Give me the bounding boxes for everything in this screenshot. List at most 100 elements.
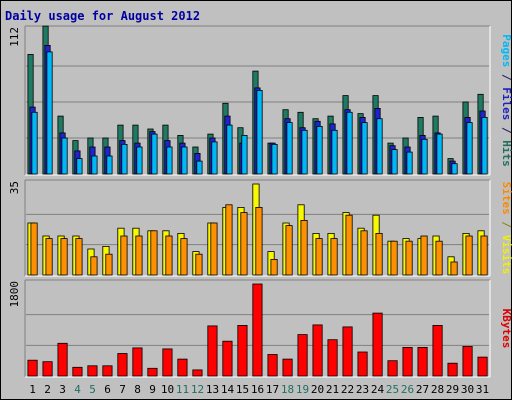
bar-sites-day-19 <box>300 219 308 276</box>
x-tick-day-20: 20 <box>311 383 324 396</box>
bar-sites-day-1 <box>30 222 38 276</box>
x-tick-day-19: 19 <box>296 383 309 396</box>
bar-kbytes-day-13 <box>207 325 218 377</box>
bar-kbytes-day-26 <box>402 346 413 377</box>
x-axis-labels: 1 2 3 4 5 6 7 8 9 10 11 12 13 14 15 16 17 18 19 20 21 22 23 24 2… <box>29 383 489 396</box>
bar-sites-day-24 <box>375 232 383 276</box>
bar-sites-day-9 <box>150 230 158 276</box>
bar-pages-day-15 <box>241 134 248 175</box>
bar-sites-day-8 <box>135 235 143 276</box>
bar-sites-day-11 <box>180 238 188 276</box>
bar-sites-day-21 <box>330 238 338 276</box>
x-tick-day-15: 15 <box>236 383 249 396</box>
x-tick-day-4: 4 <box>74 383 81 396</box>
bar-kbytes-day-4 <box>72 366 83 377</box>
x-tick-day-12: 12 <box>191 383 204 396</box>
bar-kbytes-day-19 <box>297 334 308 377</box>
bar-pages-day-31 <box>481 117 488 175</box>
bar-sites-day-6 <box>105 253 113 276</box>
bar-kbytes-day-2 <box>42 361 53 377</box>
bar-sites-day-7 <box>120 235 128 276</box>
bar-pages-day-14 <box>226 124 233 175</box>
x-tick-day-5: 5 <box>89 383 96 396</box>
bar-pages-day-2 <box>46 51 53 175</box>
bar-sites-day-23 <box>360 230 368 276</box>
legend-part: Sites <box>500 182 512 215</box>
bar-kbytes-day-3 <box>57 342 68 377</box>
bar-pages-day-25 <box>391 149 398 175</box>
bar-kbytes-day-29 <box>447 362 458 377</box>
y-max-label: 112 <box>8 27 21 47</box>
x-tick-day-1: 1 <box>29 383 36 396</box>
bar-sites-day-12 <box>195 253 203 276</box>
bar-pages-day-1 <box>31 111 38 175</box>
y-max-label: 1800 <box>8 281 21 308</box>
bar-pages-day-19 <box>301 129 308 175</box>
bar-kbytes-day-20 <box>312 324 323 377</box>
bar-pages-day-17 <box>271 143 278 175</box>
bar-sites-day-20 <box>315 238 323 276</box>
legend-part: Hits <box>500 140 512 167</box>
bar-pages-day-18 <box>286 122 293 175</box>
x-tick-day-7: 7 <box>119 383 126 396</box>
bar-kbytes-day-8 <box>132 347 143 377</box>
series-legend: Sites / Visits <box>500 182 512 275</box>
bar-pages-day-22 <box>346 111 353 175</box>
bar-pages-day-4 <box>76 158 83 175</box>
legend-part: / <box>500 67 512 87</box>
bar-kbytes-day-7 <box>117 353 128 377</box>
x-tick-day-3: 3 <box>59 383 66 396</box>
panel-top: 112 Pages / Files / Hits <box>8 25 512 176</box>
bar-kbytes-day-18 <box>282 358 293 377</box>
legend-part: / <box>500 120 512 140</box>
x-tick-day-18: 18 <box>281 383 294 396</box>
x-tick-day-25: 25 <box>386 383 399 396</box>
x-tick-day-2: 2 <box>44 383 51 396</box>
y-max-label: 35 <box>8 181 21 194</box>
bar-pages-day-13 <box>211 141 218 175</box>
bar-kbytes-day-15 <box>237 324 248 377</box>
x-tick-day-24: 24 <box>371 383 385 396</box>
bar-kbytes-day-24 <box>372 312 383 377</box>
bar-kbytes-day-28 <box>432 324 443 377</box>
legend-part: Files <box>500 87 512 120</box>
bar-pages-day-21 <box>331 129 338 175</box>
bar-pages-day-9 <box>151 133 158 175</box>
legend-part: Pages <box>500 34 512 67</box>
bar-kbytes-day-12 <box>192 369 203 377</box>
bar-pages-day-23 <box>361 122 368 175</box>
bar-sites-day-27 <box>420 235 428 276</box>
bar-pages-day-30 <box>466 122 473 175</box>
legend-part: KBytes <box>500 309 512 349</box>
x-tick-day-6: 6 <box>104 383 111 396</box>
bar-pages-day-12 <box>196 160 203 175</box>
bar-sites-day-15 <box>240 212 248 276</box>
bar-kbytes-day-1 <box>27 359 38 377</box>
bar-pages-day-27 <box>421 138 428 175</box>
x-tick-day-28: 28 <box>431 383 444 396</box>
x-tick-day-9: 9 <box>149 383 156 396</box>
bar-kbytes-day-6 <box>102 365 113 377</box>
bar-pages-day-11 <box>181 146 188 175</box>
x-tick-day-26: 26 <box>401 383 414 396</box>
bar-kbytes-day-10 <box>162 348 173 377</box>
x-tick-day-22: 22 <box>341 383 354 396</box>
bar-pages-day-16 <box>256 90 263 175</box>
bar-kbytes-day-23 <box>357 351 368 377</box>
bar-pages-day-24 <box>376 118 383 175</box>
bar-kbytes-day-16 <box>252 283 263 377</box>
bar-sites-day-3 <box>60 238 68 276</box>
bar-kbytes-day-25 <box>387 360 398 377</box>
bar-pages-day-6 <box>106 155 113 175</box>
bar-sites-day-18 <box>285 225 293 276</box>
legend-part: / <box>500 215 512 235</box>
x-tick-day-27: 27 <box>416 383 429 396</box>
bar-sites-day-16 <box>255 206 263 276</box>
bar-pages-day-10 <box>166 146 173 175</box>
bar-sites-day-26 <box>405 240 413 276</box>
bar-pages-day-8 <box>136 146 143 175</box>
bar-kbytes-day-17 <box>267 354 278 377</box>
x-tick-day-11: 11 <box>176 383 189 396</box>
x-tick-day-16: 16 <box>251 383 264 396</box>
x-tick-day-31: 31 <box>476 383 489 396</box>
